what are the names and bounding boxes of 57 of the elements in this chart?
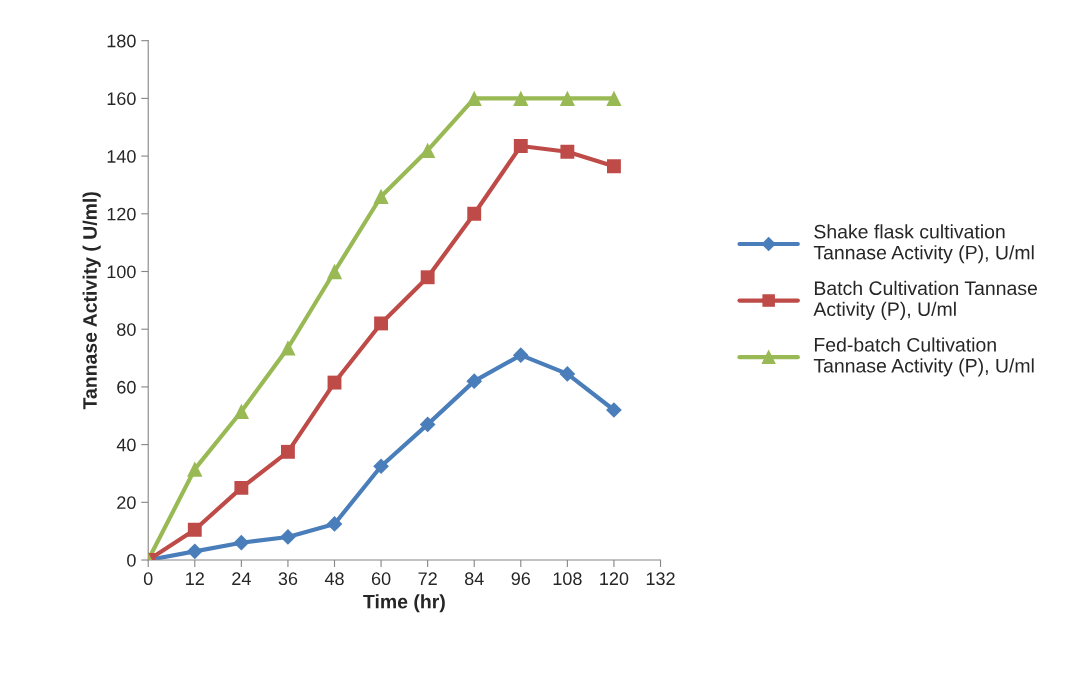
x-tick-label: 60 bbox=[371, 572, 391, 586]
point bbox=[512, 347, 529, 364]
x-tick-label: 72 bbox=[418, 572, 437, 585]
point bbox=[606, 90, 622, 107]
point bbox=[327, 375, 342, 390]
point bbox=[233, 403, 249, 420]
point bbox=[373, 458, 389, 475]
point bbox=[373, 188, 389, 205]
point bbox=[233, 534, 250, 551]
legend-label: Batch Cultivation Tannase Activity (P), U/ml bbox=[813, 280, 1037, 320]
point bbox=[466, 373, 483, 389]
x-tick-label: 48 bbox=[324, 572, 344, 586]
y-tick-label: 120 bbox=[107, 207, 136, 221]
y-tick-label: 20 bbox=[117, 496, 136, 510]
y-axis-title: Tannase Activity ( U/ml) bbox=[82, 192, 101, 410]
point bbox=[280, 340, 296, 356]
point bbox=[186, 543, 203, 560]
x-tick-label: 120 bbox=[600, 572, 629, 586]
y-tick-label: 100 bbox=[107, 265, 136, 279]
point bbox=[606, 159, 621, 174]
y-tick-label: 160 bbox=[107, 92, 136, 106]
x-tick-label: 96 bbox=[511, 572, 531, 586]
x-tick-label: 132 bbox=[646, 572, 675, 586]
point bbox=[234, 480, 249, 495]
point bbox=[559, 90, 575, 107]
point bbox=[513, 90, 529, 107]
point bbox=[280, 529, 296, 545]
y-tick-label: 0 bbox=[127, 553, 136, 567]
point bbox=[420, 142, 436, 158]
x-axis-title: Time (hr) bbox=[363, 594, 445, 613]
x-tick-label: 24 bbox=[232, 572, 251, 585]
x-tick-label: 12 bbox=[186, 572, 204, 585]
point bbox=[326, 263, 343, 280]
y-tick-label: 60 bbox=[117, 380, 136, 394]
y-tick-label: 140 bbox=[107, 150, 136, 163]
point bbox=[326, 516, 343, 532]
point bbox=[560, 144, 575, 159]
point bbox=[280, 444, 295, 459]
x-tick-label: 36 bbox=[278, 572, 298, 586]
point bbox=[513, 139, 528, 153]
x-tick-label: 0 bbox=[143, 572, 153, 586]
y-tick-label: 40 bbox=[116, 438, 136, 452]
point bbox=[559, 366, 576, 382]
y-tick-label: 180 bbox=[107, 34, 136, 48]
point bbox=[419, 416, 436, 433]
legend-label: Fed-batch Cultivation Tannase Activity (P), U/ml bbox=[813, 337, 1034, 377]
point bbox=[374, 316, 389, 331]
y-tick-label: 80 bbox=[117, 323, 136, 336]
point bbox=[420, 270, 435, 285]
point bbox=[606, 402, 622, 418]
legend-label: Shake flask cultivation Tannase Activity (P), U/ml bbox=[813, 224, 1034, 264]
point bbox=[187, 461, 203, 477]
point bbox=[466, 90, 482, 107]
point bbox=[187, 522, 202, 537]
x-tick-label: 84 bbox=[464, 572, 484, 586]
point bbox=[467, 206, 482, 221]
x-tick-label: 108 bbox=[553, 572, 582, 586]
